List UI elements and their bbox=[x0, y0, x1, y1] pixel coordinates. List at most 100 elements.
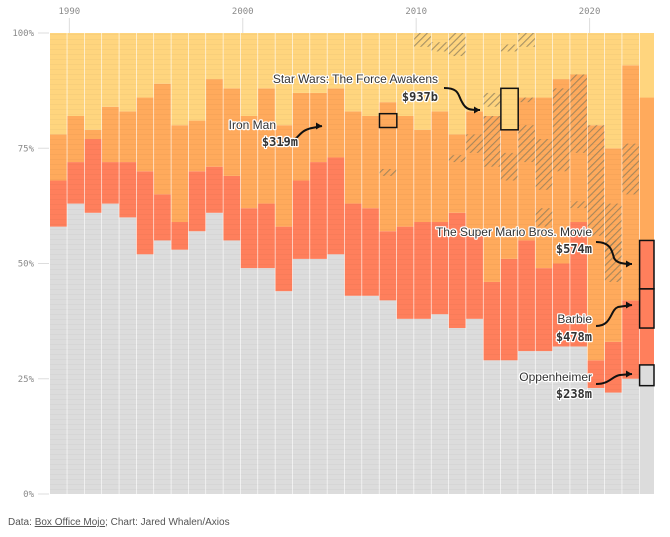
bar-texture bbox=[431, 222, 449, 315]
bar-texture bbox=[258, 203, 275, 269]
bar-texture bbox=[102, 106, 119, 163]
bar-texture bbox=[275, 125, 293, 227]
footer-credit: Data: Box Office Mojo; Chart: Jared Whal… bbox=[8, 517, 230, 528]
bar-texture bbox=[500, 129, 518, 259]
bar-texture bbox=[570, 222, 587, 347]
bar-texture bbox=[327, 157, 345, 255]
bar-segment-2023 bbox=[639, 240, 654, 365]
franchise-hatch bbox=[379, 168, 397, 176]
bar-texture bbox=[448, 212, 466, 329]
bar-texture bbox=[223, 175, 241, 241]
bar-texture bbox=[84, 139, 102, 213]
arrow-head-icon bbox=[474, 106, 480, 114]
bar-texture bbox=[310, 33, 327, 93]
franchise-hatch bbox=[622, 143, 639, 195]
bar-texture bbox=[362, 33, 379, 116]
bar-texture bbox=[102, 162, 119, 204]
bar-texture bbox=[136, 97, 154, 172]
bar-texture bbox=[379, 102, 397, 232]
bar-texture bbox=[587, 387, 605, 494]
bar-texture bbox=[275, 291, 293, 494]
franchise-hatch bbox=[535, 139, 553, 190]
bar-texture bbox=[258, 268, 275, 494]
bar-texture bbox=[518, 351, 535, 494]
bar-texture bbox=[414, 318, 431, 494]
bar-texture bbox=[240, 268, 258, 494]
bar-texture bbox=[188, 33, 206, 121]
bar-texture bbox=[570, 33, 587, 75]
bar-texture bbox=[275, 226, 293, 292]
bar-texture bbox=[67, 33, 85, 116]
bar-texture bbox=[396, 318, 414, 494]
highlight-box bbox=[638, 364, 655, 387]
bar-texture bbox=[171, 222, 189, 250]
bar-texture bbox=[414, 129, 431, 223]
bar-texture bbox=[344, 111, 362, 204]
bar-texture bbox=[84, 212, 102, 495]
franchise-hatch bbox=[604, 240, 622, 255]
bar-texture bbox=[102, 203, 119, 494]
bar-texture bbox=[431, 314, 449, 494]
bar-texture bbox=[414, 222, 431, 319]
bar-texture bbox=[379, 300, 397, 494]
bar-texture bbox=[622, 300, 639, 379]
bar-texture bbox=[188, 171, 206, 232]
bar-texture bbox=[327, 254, 345, 494]
bar-segment-2023 bbox=[639, 364, 654, 494]
bar-texture bbox=[466, 318, 483, 494]
bar-texture bbox=[414, 33, 431, 130]
franchise-hatch bbox=[483, 115, 501, 167]
bar-texture bbox=[84, 129, 102, 140]
bar-texture bbox=[240, 115, 258, 209]
bar-texture bbox=[466, 33, 483, 112]
bar-texture bbox=[518, 97, 535, 241]
bar-texture bbox=[396, 226, 414, 319]
bar-texture bbox=[500, 33, 518, 130]
bar-texture bbox=[188, 120, 206, 172]
franchise-hatch bbox=[587, 125, 605, 236]
bar-texture bbox=[188, 231, 206, 495]
bar-texture bbox=[292, 180, 310, 259]
bar-texture bbox=[552, 346, 570, 494]
franchise-hatch bbox=[518, 33, 535, 47]
bar-texture bbox=[362, 208, 379, 296]
data-source-link[interactable]: Box Office Mojo bbox=[34, 517, 106, 528]
annotation-title: Star Wars: The Force Awakens bbox=[273, 72, 438, 86]
bar-texture bbox=[50, 226, 67, 494]
bar-texture bbox=[84, 33, 102, 130]
bar-texture bbox=[67, 115, 85, 163]
bar-texture bbox=[587, 33, 605, 126]
bar-texture bbox=[448, 328, 466, 494]
franchise-hatch bbox=[431, 42, 449, 52]
annotation-title: Oppenheimer bbox=[519, 370, 592, 384]
bar-texture bbox=[102, 33, 119, 107]
bar-texture bbox=[223, 33, 241, 89]
bar-texture bbox=[240, 33, 258, 116]
bar-texture bbox=[292, 33, 310, 93]
bar-texture bbox=[119, 111, 137, 163]
bar-texture bbox=[292, 258, 310, 494]
bar-texture bbox=[379, 231, 397, 301]
arrow-head-icon bbox=[316, 122, 322, 130]
bar-texture bbox=[240, 208, 258, 269]
bar-texture bbox=[344, 203, 362, 296]
bar-texture bbox=[171, 125, 189, 223]
bar-texture bbox=[275, 33, 293, 126]
bar-texture bbox=[171, 33, 189, 126]
bar-segment-2023 bbox=[639, 97, 654, 241]
franchise-hatch bbox=[414, 33, 431, 47]
bar-texture bbox=[396, 33, 414, 116]
annotation-arrow bbox=[443, 87, 481, 111]
bar-texture bbox=[119, 33, 137, 112]
bar-texture bbox=[535, 351, 553, 494]
bar-texture bbox=[431, 111, 449, 223]
franchise-hatch bbox=[483, 92, 501, 107]
footer-chart-credit: ; Chart: Jared Whalen/Axios bbox=[105, 517, 230, 528]
bar-texture bbox=[119, 217, 137, 494]
bar-texture bbox=[362, 295, 379, 494]
x-tick-label: 2000 bbox=[232, 7, 254, 17]
bar-texture bbox=[206, 212, 223, 495]
annotation-title: Barbie bbox=[557, 312, 592, 326]
annotation-value: $937b bbox=[402, 90, 438, 104]
